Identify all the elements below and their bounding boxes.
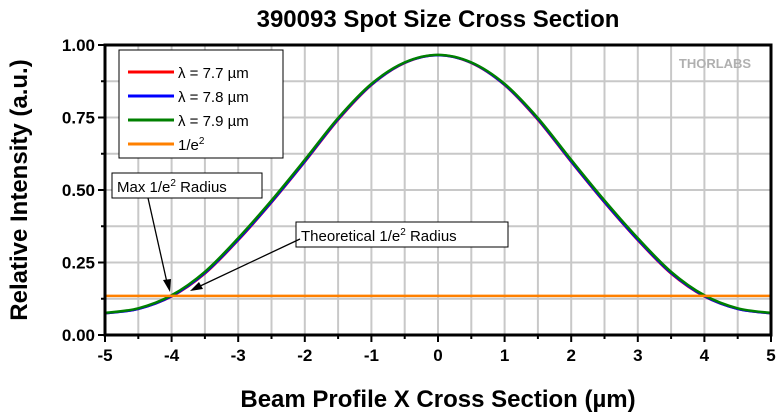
series-line xyxy=(104,53,772,315)
annotation-text-after: Radius xyxy=(406,228,457,245)
legend-text: λ = 7.7 µm xyxy=(178,65,249,82)
curves xyxy=(104,53,772,315)
annotation-text: Theoretical 1/e xyxy=(301,228,400,245)
legend-label: λ = 7.9 µm xyxy=(178,113,249,130)
chart-title: 390093 Spot Size Cross Section xyxy=(257,6,620,33)
x-tick-label: 0 xyxy=(433,346,442,365)
arrowhead xyxy=(163,279,171,292)
x-axis-label: Beam Profile X Cross Section (µm) xyxy=(240,386,635,413)
ticks: -5 -4 -3 -2 -1 0 1 2 3 4 5 0.00 0.25 0.50 0.75 1.00 xyxy=(62,36,776,365)
legend: λ = 7.7 µm λ = 7.8 µm λ = 7.9 µm 1/e2 xyxy=(118,49,284,159)
svg-text:Theoretical 1/e2 Radius: Theoretical 1/e2 Radius xyxy=(301,227,457,245)
x-tick-label: -1 xyxy=(364,346,379,365)
legend-text: λ = 7.8 µm xyxy=(178,89,249,106)
svg-text:Max 1/e2 Radius: Max 1/e2 Radius xyxy=(117,178,227,196)
y-tick-label: 1.00 xyxy=(62,36,95,55)
annotation-max-radius: Max 1/e2 Radius xyxy=(111,172,263,292)
x-tick-label: 4 xyxy=(700,346,710,365)
x-tick-label: 5 xyxy=(766,346,775,365)
annotation-sup: 2 xyxy=(400,227,406,238)
annotation-text: Max 1/e xyxy=(117,179,170,196)
y-tick-label: 0.75 xyxy=(62,109,95,128)
x-tick-label: 1 xyxy=(500,346,509,365)
y-axis-label: Relative Intensity (a.u.) xyxy=(6,59,33,320)
y-tick-label: 0.50 xyxy=(62,181,95,200)
x-tick-label: 3 xyxy=(633,346,642,365)
x-tick-label: 2 xyxy=(566,346,575,365)
arrow-theoretical xyxy=(195,238,301,289)
annotation-sup: 2 xyxy=(170,178,176,189)
x-tick-label: -3 xyxy=(231,346,246,365)
annotation-text-after: Radius xyxy=(176,179,227,196)
x-tick-label: -4 xyxy=(164,346,180,365)
legend-label: 1/e2 xyxy=(178,136,205,154)
x-tick-label: -5 xyxy=(97,346,112,365)
legend-text: 1/e xyxy=(178,137,199,154)
y-tick-label: 0.00 xyxy=(62,326,95,345)
y-tick-label: 0.25 xyxy=(62,254,95,273)
legend-label: λ = 7.7 µm xyxy=(178,65,249,82)
arrow-max xyxy=(147,197,169,288)
arrowhead xyxy=(190,282,203,291)
grid xyxy=(105,45,771,335)
annotation-theoretical-radius: Theoretical 1/e2 Radius xyxy=(190,221,509,291)
thorlabs-logo: THORLABS xyxy=(679,56,752,71)
x-tick-label: -2 xyxy=(297,346,312,365)
legend-label: λ = 7.8 µm xyxy=(178,89,249,106)
legend-text: λ = 7.9 µm xyxy=(178,113,249,130)
legend-sup: 2 xyxy=(199,136,205,147)
